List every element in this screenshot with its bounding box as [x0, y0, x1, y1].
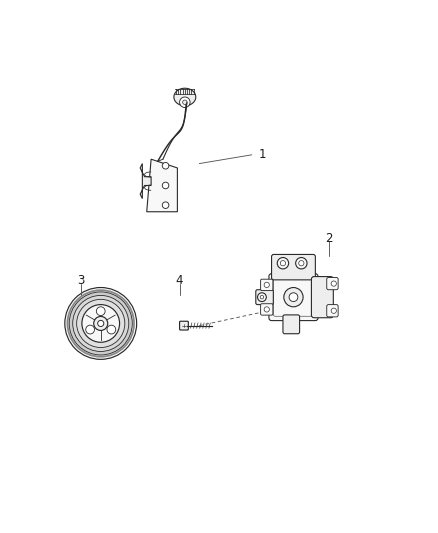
Circle shape: [73, 295, 129, 351]
Circle shape: [77, 300, 125, 348]
Circle shape: [296, 257, 307, 269]
Circle shape: [107, 325, 116, 334]
Circle shape: [65, 287, 137, 359]
FancyBboxPatch shape: [327, 304, 338, 317]
Circle shape: [260, 295, 264, 299]
Circle shape: [82, 304, 120, 342]
FancyBboxPatch shape: [261, 279, 273, 290]
FancyBboxPatch shape: [256, 290, 273, 304]
Circle shape: [162, 202, 169, 208]
FancyBboxPatch shape: [261, 304, 273, 315]
Circle shape: [69, 292, 132, 355]
Circle shape: [299, 261, 304, 266]
Circle shape: [183, 100, 187, 104]
Circle shape: [258, 293, 266, 302]
Text: 3: 3: [78, 274, 85, 287]
FancyBboxPatch shape: [311, 277, 333, 318]
Circle shape: [94, 317, 108, 330]
Circle shape: [264, 282, 269, 287]
FancyBboxPatch shape: [180, 321, 188, 330]
FancyBboxPatch shape: [283, 315, 300, 334]
Circle shape: [96, 307, 105, 316]
Polygon shape: [174, 88, 196, 106]
Circle shape: [284, 287, 303, 307]
Circle shape: [180, 97, 190, 108]
FancyBboxPatch shape: [269, 274, 318, 320]
Circle shape: [280, 261, 286, 266]
FancyBboxPatch shape: [272, 254, 315, 280]
Text: 1: 1: [259, 148, 267, 161]
Circle shape: [162, 163, 169, 169]
Circle shape: [98, 320, 104, 327]
FancyBboxPatch shape: [327, 278, 338, 290]
Circle shape: [331, 308, 336, 313]
Circle shape: [162, 182, 169, 189]
Circle shape: [264, 307, 269, 312]
Text: 2: 2: [325, 231, 332, 245]
Circle shape: [277, 257, 289, 269]
Circle shape: [86, 325, 95, 334]
Text: 4: 4: [176, 274, 184, 287]
Polygon shape: [140, 164, 151, 199]
Circle shape: [67, 290, 134, 357]
Circle shape: [331, 281, 336, 286]
Circle shape: [289, 293, 298, 302]
Polygon shape: [147, 159, 177, 212]
